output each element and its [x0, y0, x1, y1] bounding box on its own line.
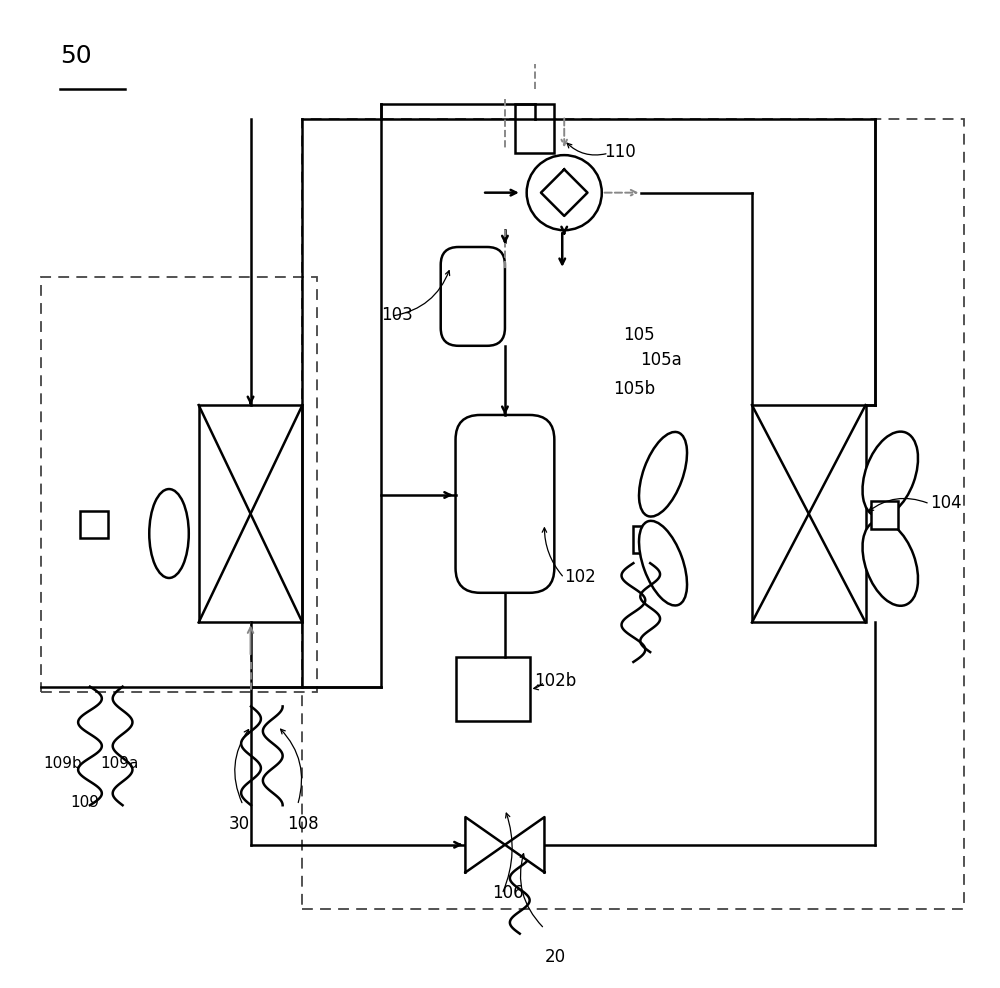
- Text: 105a: 105a: [640, 351, 682, 369]
- Text: 50: 50: [60, 44, 92, 68]
- Bar: [199, 405, 302, 622]
- Text: 103: 103: [381, 306, 413, 324]
- Text: 105: 105: [624, 326, 655, 344]
- Text: 109a: 109a: [100, 756, 138, 771]
- Bar: [41, 277, 317, 692]
- Bar: [515, 104, 554, 153]
- Ellipse shape: [863, 432, 918, 517]
- Text: 109b: 109b: [44, 756, 82, 771]
- Polygon shape: [505, 817, 544, 872]
- Text: 108: 108: [288, 815, 319, 833]
- Text: 30: 30: [228, 815, 249, 833]
- Bar: [633, 526, 661, 553]
- Ellipse shape: [149, 489, 189, 578]
- Circle shape: [527, 155, 602, 230]
- Polygon shape: [541, 169, 587, 216]
- Bar: [752, 405, 866, 622]
- Ellipse shape: [639, 521, 687, 606]
- Text: 20: 20: [544, 948, 566, 966]
- Text: 110: 110: [604, 143, 635, 161]
- Bar: [302, 119, 964, 909]
- Bar: [870, 501, 898, 529]
- Text: 102b: 102b: [535, 672, 577, 690]
- Text: 102: 102: [564, 568, 596, 586]
- Ellipse shape: [863, 521, 918, 606]
- FancyBboxPatch shape: [456, 415, 554, 593]
- Ellipse shape: [639, 432, 687, 517]
- Bar: [80, 511, 108, 538]
- Text: 106: 106: [492, 884, 524, 902]
- Text: 109: 109: [70, 795, 99, 810]
- FancyBboxPatch shape: [441, 247, 505, 346]
- Text: 105b: 105b: [614, 380, 656, 398]
- Polygon shape: [465, 817, 505, 872]
- Bar: [456, 657, 530, 721]
- Text: 104: 104: [930, 494, 961, 512]
